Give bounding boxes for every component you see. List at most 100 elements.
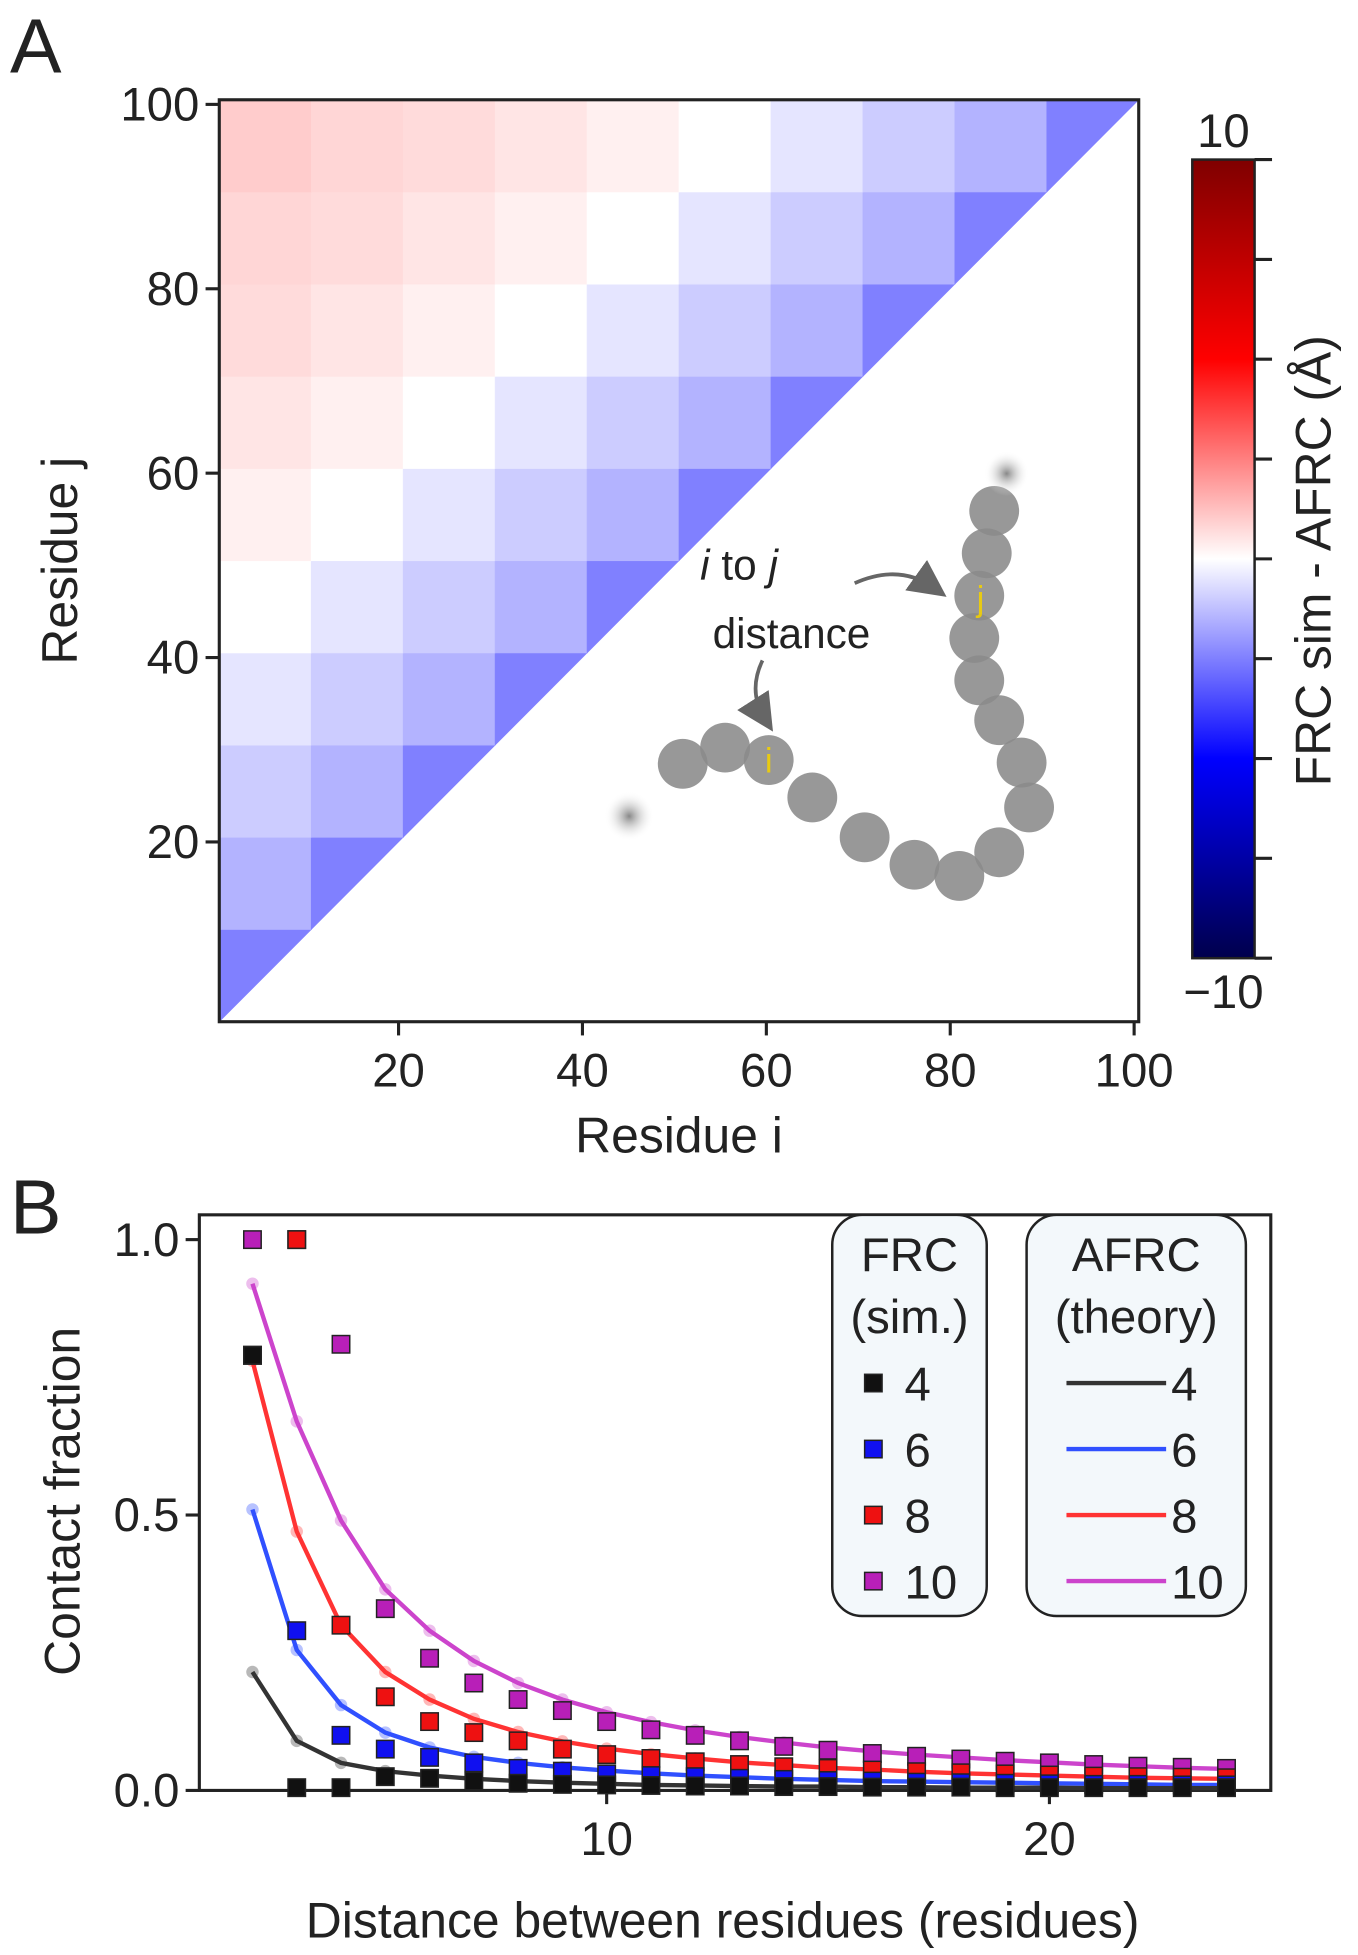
heatmap-cell (218, 99, 312, 193)
heatmap-cell (1046, 99, 1140, 193)
heatmap-cell (310, 560, 404, 654)
sim-point (375, 1599, 395, 1619)
legend-title: AFRC (1072, 1229, 1201, 1282)
x-tick-label: 40 (556, 1045, 609, 1098)
bead (954, 570, 1005, 621)
theory-point (379, 1583, 392, 1596)
annotation-part: i (700, 541, 711, 588)
panel-label: A (10, 3, 62, 89)
sim-point (1217, 1778, 1236, 1798)
heatmap-cell (402, 283, 496, 377)
colorbar-tick-label: 10 (1197, 105, 1250, 158)
chain-diagram: i j (604, 451, 1055, 901)
y-tick-label: 0.0 (114, 1765, 180, 1818)
heatmap-cell (494, 652, 588, 746)
sim-point (420, 1768, 440, 1788)
legend-label: 4 (1171, 1358, 1197, 1411)
sim-point (508, 1773, 528, 1793)
legend-label: 4 (905, 1358, 931, 1411)
sim-point (1128, 1778, 1148, 1798)
heatmap-cell (954, 191, 1048, 285)
y-tick-label: 100 (120, 79, 199, 132)
panel-label: B (10, 1165, 62, 1251)
sim-point (552, 1739, 572, 1759)
annotation: distance (713, 610, 871, 657)
heatmap-cell (402, 468, 496, 562)
sim-point (1039, 1778, 1059, 1798)
annotation-part: to (721, 541, 756, 588)
sim-point (464, 1673, 484, 1693)
sim-point (243, 1345, 262, 1365)
heatmap-cell (402, 560, 496, 654)
bead (743, 735, 794, 786)
heatmap-cell (402, 191, 496, 285)
legend-label: 10 (905, 1557, 958, 1610)
bead (604, 791, 655, 842)
heatmap-cell (770, 283, 864, 377)
theory-point (290, 1415, 303, 1428)
y-axis-label: Residue j (32, 457, 88, 665)
heatmap-cell (494, 376, 588, 469)
theory-point (334, 1514, 348, 1527)
sim-point (818, 1777, 838, 1797)
bead (787, 772, 838, 823)
theory-point (290, 1525, 303, 1538)
y-tick-label: 80 (147, 263, 200, 316)
heatmap-cell (310, 468, 404, 562)
heatmap-cell (678, 99, 772, 193)
x-axis-label: Distance between residues (residues) (306, 1892, 1140, 1948)
bead (1004, 782, 1055, 833)
bead-label: j (976, 580, 985, 619)
sim-point (287, 1778, 307, 1798)
sim-point (287, 1230, 307, 1250)
heatmap-cell (494, 560, 588, 654)
sim-point (730, 1776, 749, 1796)
heatmap-cell (310, 191, 404, 285)
sim-point (818, 1740, 838, 1760)
x-tick-label: 20 (372, 1045, 425, 1098)
heatmap-cell (770, 191, 864, 285)
theory-point (334, 1698, 348, 1712)
bead (949, 613, 1000, 663)
bead (657, 738, 708, 789)
sim-point (331, 1778, 351, 1798)
annotation: i to j (700, 541, 779, 588)
sim-point (464, 1753, 484, 1773)
sim-point (552, 1774, 572, 1794)
heatmap-cell (494, 468, 588, 562)
y-tick-label: 60 (147, 447, 200, 500)
legend-square (863, 1439, 883, 1459)
bead (700, 722, 751, 773)
legend-square (863, 1505, 883, 1525)
heatmap-cell (494, 191, 588, 285)
bead (889, 839, 940, 890)
heatmap-cell (310, 376, 404, 469)
sim-point (375, 1767, 395, 1787)
bead (969, 485, 1020, 536)
sim-point (774, 1736, 794, 1756)
y-tick-label: 20 (147, 816, 200, 869)
sim-point (1172, 1778, 1192, 1798)
sim-point (641, 1720, 661, 1740)
legend-square (863, 1571, 883, 1591)
theory-point (467, 1712, 481, 1726)
legend-label: 6 (905, 1424, 931, 1477)
sim-point (508, 1690, 528, 1710)
sim-point (597, 1745, 617, 1765)
theory-point (423, 1693, 436, 1706)
theory-point (511, 1676, 525, 1690)
heatmap-cell (586, 283, 680, 377)
theory-point (423, 1624, 436, 1637)
sim-point (375, 1739, 395, 1759)
heatmap-cell (954, 99, 1048, 193)
heatmap-cell (770, 376, 864, 470)
x-axis-label: Residue i (575, 1108, 783, 1164)
heatmap-cell (218, 560, 312, 654)
heatmap-cell (586, 468, 680, 562)
heatmap-cell (862, 99, 956, 193)
bead (984, 451, 1030, 496)
heatmap-cell (218, 283, 312, 377)
heatmap-cell (218, 744, 312, 838)
